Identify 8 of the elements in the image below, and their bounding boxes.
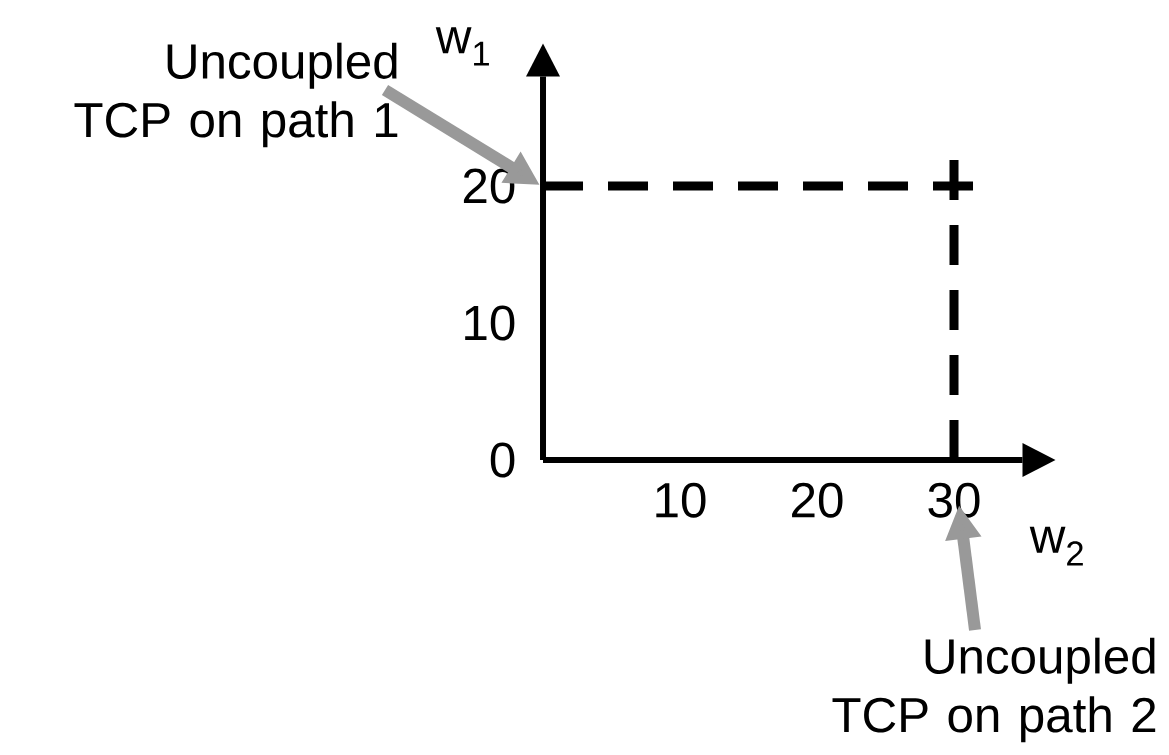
x-tick-label: 10	[656, 482, 706, 518]
x-tick-label: 20	[792, 482, 843, 518]
text: Uncoupled TCP on path 1	[74, 42, 398, 148]
y-tick-label: 10	[465, 305, 515, 341]
x-axis-title: w$_{2}$	[1029, 526, 1083, 566]
y-axis-title: w$_{1}$	[435, 27, 489, 66]
text: Uncoupled TCP on path 2	[832, 637, 1156, 743]
y-tick-label: 0	[490, 442, 515, 478]
